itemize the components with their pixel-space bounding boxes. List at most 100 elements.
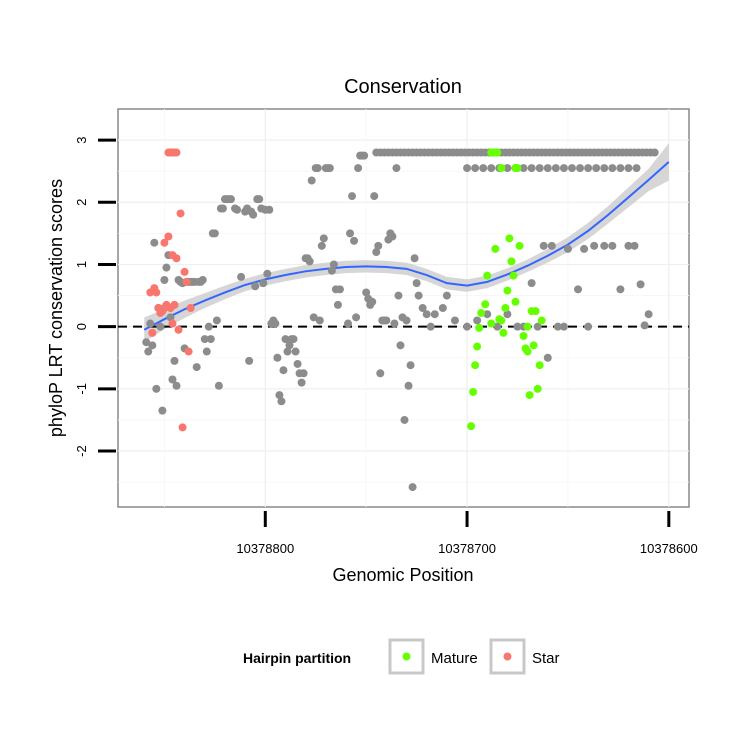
series-mature [467, 148, 546, 431]
point-other-98 [352, 313, 361, 322]
point-other-4 [150, 238, 159, 247]
x-axis: 10378800 10378700 10378600 [236, 511, 698, 556]
point-other-0 [142, 338, 151, 347]
x-axis-label: Genomic Position [332, 565, 473, 585]
y-axis-label: phyloP LRT conservation scores [46, 179, 66, 437]
point-other-44 [233, 205, 242, 214]
point-other-130 [418, 304, 427, 312]
point-other-3 [148, 341, 157, 350]
point-other-249 [584, 164, 593, 173]
smooth-curve [143, 161, 670, 331]
point-mature-9 [477, 308, 486, 317]
point-mature-18 [497, 316, 506, 325]
point-other-110 [376, 369, 385, 378]
point-mature-8 [481, 300, 490, 309]
point-other-120 [396, 341, 405, 350]
point-other-85 [319, 234, 328, 243]
point-other-252 [608, 164, 617, 173]
y-tick-label-4: 2 [74, 199, 89, 206]
point-other-246 [559, 164, 568, 173]
point-other-138 [473, 316, 482, 325]
point-mature-10 [475, 323, 484, 332]
point-other-254 [624, 164, 633, 173]
point-other-132 [426, 322, 435, 331]
point-other-68 [285, 341, 294, 350]
point-mature-29 [523, 347, 532, 356]
point-other-157 [608, 241, 617, 250]
point-mature-11 [473, 342, 482, 351]
x-tick-label-0: 10378800 [236, 541, 294, 556]
point-other-94 [344, 319, 353, 328]
point-other-42 [226, 195, 235, 204]
point-star-20 [172, 254, 181, 263]
point-mature-16 [491, 244, 500, 253]
point-other-251 [600, 164, 609, 173]
point-other-75 [299, 369, 308, 378]
point-other-61 [271, 319, 280, 328]
point-other-51 [251, 282, 260, 291]
point-star-23 [178, 423, 187, 432]
point-other-126 [408, 483, 417, 492]
point-other-15 [172, 381, 181, 390]
point-other-247 [567, 164, 576, 173]
point-other-83 [315, 316, 324, 325]
point-mature-34 [531, 307, 540, 316]
point-other-102 [360, 151, 369, 160]
legend-label-mature: Mature [431, 650, 478, 667]
point-other-7 [156, 322, 165, 331]
point-mature-7 [483, 271, 492, 280]
point-other-78 [305, 257, 314, 266]
point-other-55 [259, 279, 268, 288]
legend-title: Hairpin partition [243, 650, 351, 666]
point-other-62 [273, 353, 282, 362]
point-other-118 [392, 164, 401, 173]
series-other [142, 148, 659, 492]
point-other-38 [218, 204, 227, 213]
point-other-155 [590, 241, 599, 250]
point-other-5 [152, 384, 161, 393]
point-other-135 [442, 291, 451, 300]
point-other-72 [293, 359, 302, 368]
point-other-144 [527, 279, 536, 288]
point-other-141 [503, 310, 512, 319]
point-other-129 [414, 291, 423, 300]
point-other-248 [576, 164, 585, 173]
point-other-239 [503, 164, 512, 173]
point-other-66 [281, 335, 290, 344]
point-other-30 [202, 347, 211, 356]
point-other-235 [471, 164, 480, 173]
point-other-236 [479, 164, 488, 173]
point-other-255 [632, 164, 641, 173]
point-other-162 [640, 321, 649, 330]
point-star-17 [160, 238, 169, 247]
point-other-53 [255, 195, 264, 204]
point-other-137 [463, 322, 472, 331]
smooth-confidence-band [144, 143, 669, 343]
point-other-14 [170, 356, 179, 365]
y-tick-label-1: -1 [74, 383, 89, 395]
point-other-108 [372, 248, 381, 257]
point-other-147 [543, 353, 552, 362]
point-other-237 [487, 164, 496, 173]
point-mature-20 [501, 304, 510, 312]
point-other-160 [630, 241, 639, 250]
point-mature-13 [469, 387, 478, 396]
point-other-242 [527, 164, 536, 173]
point-other-48 [245, 356, 254, 365]
point-other-80 [309, 313, 318, 322]
point-other-128 [412, 279, 421, 288]
point-other-71 [291, 347, 300, 356]
point-other-67 [283, 347, 292, 356]
x-tick-label-1: 10378700 [438, 541, 496, 556]
point-other-148 [547, 241, 556, 250]
point-other-163 [644, 310, 653, 319]
point-other-2 [146, 319, 155, 328]
point-mature-15 [487, 319, 496, 328]
point-other-50 [249, 210, 258, 219]
point-other-79 [307, 176, 316, 185]
point-other-74 [297, 378, 306, 387]
point-other-1 [144, 347, 153, 356]
confidence-band-area [144, 143, 669, 343]
point-other-125 [406, 361, 415, 370]
